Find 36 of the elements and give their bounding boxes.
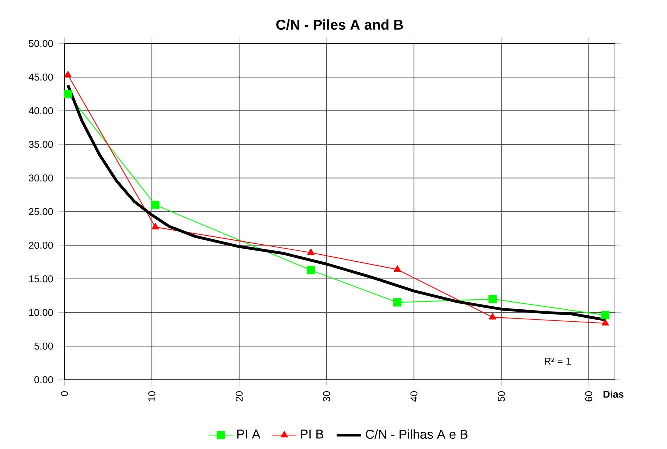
point xyxy=(602,320,610,326)
legend-label: PI B xyxy=(301,430,324,439)
point xyxy=(306,266,316,275)
y-tick-label: 0.00 xyxy=(34,376,54,384)
point xyxy=(488,295,497,304)
y-tick-label: 35.00 xyxy=(29,141,54,148)
x-tick-label: 20 xyxy=(236,392,243,402)
y-tick-label: 25.00 xyxy=(29,208,54,216)
x-tick-label: 60 xyxy=(585,392,592,402)
y-tick-label: 15.00 xyxy=(29,276,54,283)
point xyxy=(152,223,160,230)
y-tick-label: 30.00 xyxy=(29,174,54,182)
point xyxy=(151,201,160,210)
y-tick-label: 50.00 xyxy=(29,40,54,48)
legend-label: PI A xyxy=(238,430,261,439)
point xyxy=(394,266,402,272)
y-tick-label: 20.00 xyxy=(29,242,54,250)
point xyxy=(64,90,72,98)
point xyxy=(393,298,402,307)
x-tick-label: 50 xyxy=(498,392,506,402)
x-tick-label: 30 xyxy=(323,392,330,402)
point xyxy=(64,71,72,78)
point xyxy=(489,313,496,320)
x-tick-label: 10 xyxy=(148,392,156,402)
x-tick-label: 0 xyxy=(61,392,68,396)
y-tick-label: 5.00 xyxy=(34,342,54,350)
y-tick-label: 45.00 xyxy=(28,74,54,82)
y-tick-label: 40.00 xyxy=(28,108,54,115)
legend-label: C/N - Pilhas A e B xyxy=(366,430,468,440)
point xyxy=(307,248,315,256)
y-tick-label: 10.00 xyxy=(29,309,54,316)
chart-title: C/N - Piles A and B xyxy=(276,20,404,30)
x-tick-label: 40 xyxy=(410,392,418,402)
point xyxy=(601,311,610,320)
annotation: R² = 1 xyxy=(545,358,572,366)
x-axis-title: Dias xyxy=(604,390,624,398)
